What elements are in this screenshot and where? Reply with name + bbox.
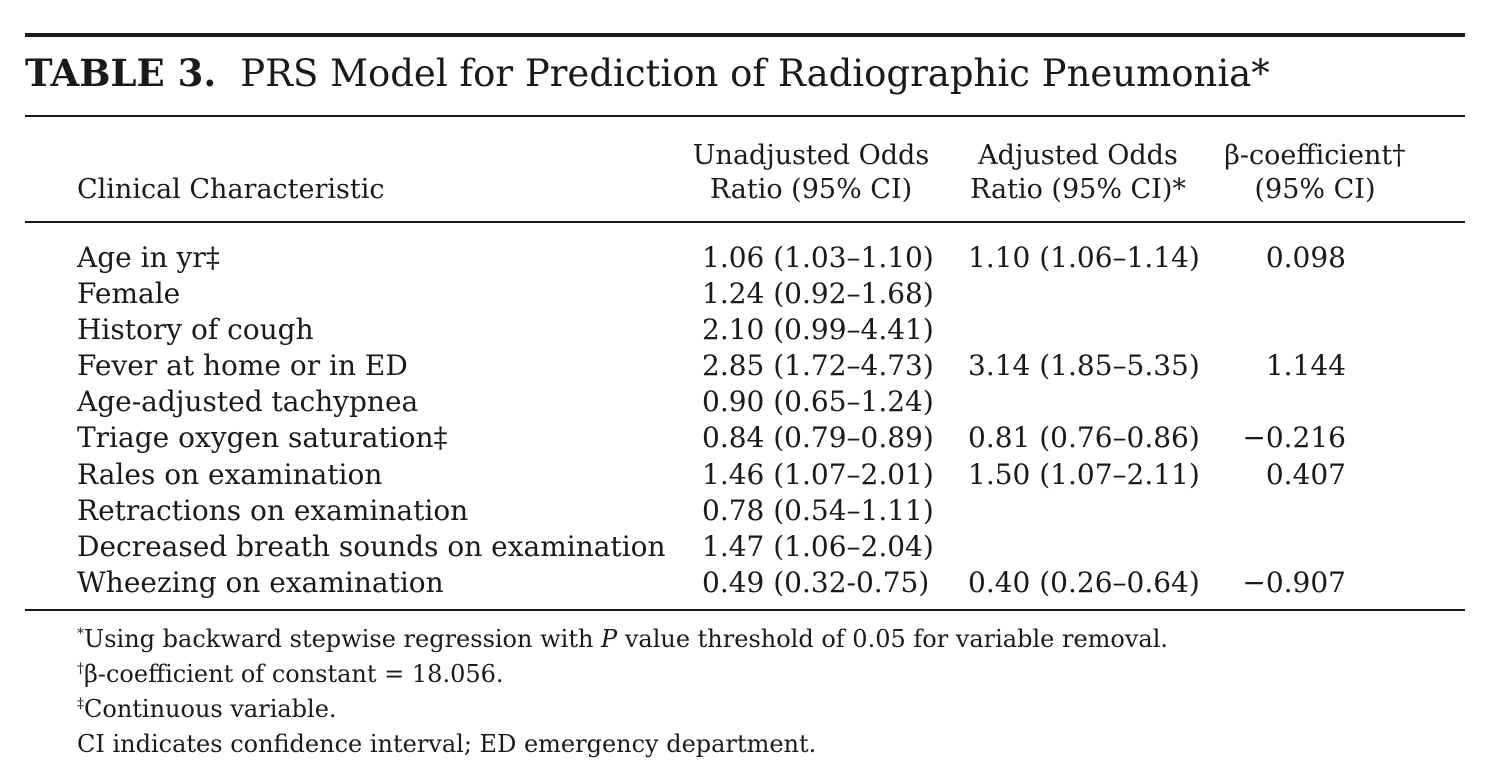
header-unadjusted-or: Unadjusted Odds Ratio (95% CI) [670,139,952,207]
footnote: *Using backward stepwise regression with… [77,622,1168,657]
cell-beta-coefficient: −0.907 [1242,565,1346,599]
footnote-mark: * [77,626,84,642]
cell-unadjusted-or: 1.46 (1.07–2.01) [702,457,934,491]
cell-adjusted-or: 3.14 (1.85–5.35) [968,349,1200,383]
table-row: Triage oxygen saturation‡ 0.84 (0.79–0.89… [0,420,1500,456]
cell-characteristic: History of cough [77,313,314,347]
footnote-text: Continuous variable. [84,695,337,723]
table-row: Fever at home or in ED 2.85 (1.72–4.73) 3.… [0,348,1500,384]
header-adjusted-or: Adjusted Odds Ratio (95% CI)* [948,139,1208,207]
header-beta-line2: (95% CI) [1254,174,1376,205]
table-label: TABLE 3. [25,51,217,95]
footnote: †β-coefficient of constant = 18.056. [77,657,1168,692]
footnote-mark: ‡ [77,696,84,712]
header-beta-line1: β-coefficient† [1224,140,1406,171]
table-body: Age in yr‡ 1.06 (1.03–1.10) 1.10 (1.06–1.1… [0,240,1500,601]
footnote: ‡Continuous variable. [77,692,1168,727]
cell-characteristic: Decreased breath sounds on examination [77,529,666,563]
header-adjusted-line1: Adjusted Odds [978,140,1178,171]
header-unadjusted-line1: Unadjusted Odds [692,140,930,171]
cell-adjusted-or: 0.81 (0.76–0.86) [968,421,1200,455]
cell-adjusted-or: 1.10 (1.06–1.14) [968,241,1200,274]
table-row: Rales on examination 1.46 (1.07–2.01) 1.50… [0,457,1500,493]
table-bottom-rule [25,609,1465,611]
table-row: Retractions on examination 0.78 (0.54–1.1… [0,493,1500,529]
cell-characteristic: Wheezing on examination [77,565,444,599]
cell-unadjusted-or: 0.49 (0.32-0.75) [702,565,930,599]
footnote-text: β-coefficient of constant = 18.056. [84,660,504,688]
cell-characteristic: Female [77,277,181,311]
table-row: Age-adjusted tachypnea 0.90 (0.65–1.24) [0,384,1500,420]
table-title-text: PRS Model for Prediction of Radiographic… [240,52,1270,95]
cell-beta-coefficient: −0.216 [1242,421,1346,455]
footnote-mark: † [77,661,84,677]
footnote-italic: P [601,625,618,653]
footnote-text: Using backward stepwise regression with [84,625,602,653]
cell-characteristic: Age-adjusted tachypnea [77,385,419,419]
top-thick-rule [25,33,1465,37]
cell-characteristic: Fever at home or in ED [77,349,408,383]
cell-unadjusted-or: 2.85 (1.72–4.73) [702,349,934,383]
cell-unadjusted-or: 1.24 (0.92–1.68) [702,277,934,311]
table-row: Age in yr‡ 1.06 (1.03–1.10) 1.10 (1.06–1.1… [0,240,1500,276]
table-row: Wheezing on examination 0.49 (0.32-0.75) 0… [0,565,1500,601]
cell-characteristic: Rales on examination [77,457,383,491]
header-adjusted-line2: Ratio (95% CI)* [970,174,1186,205]
cell-unadjusted-or: 0.84 (0.79–0.89) [702,421,934,455]
header-unadjusted-line2: Ratio (95% CI) [709,174,913,205]
cell-unadjusted-or: 1.06 (1.03–1.10) [702,241,934,274]
cell-unadjusted-or: 1.47 (1.06–2.04) [702,529,934,563]
cell-beta-coefficient: 1.144 [1265,349,1346,383]
footnote: CI indicates confidence interval; ED eme… [77,727,1168,762]
cell-beta-coefficient: 0.098 [1265,241,1346,274]
header-top-rule [25,115,1465,117]
table-row: History of cough 2.10 (0.99–4.41) [0,312,1500,348]
table-title: TABLE 3. PRS Model for Prediction of Radi… [25,50,1270,97]
cell-unadjusted-or: 2.10 (0.99–4.41) [702,313,934,347]
header-bottom-rule [25,221,1465,223]
cell-characteristic: Age in yr‡ [77,241,220,274]
footnote-text-end: value threshold of 0.05 for variable rem… [617,625,1169,653]
header-clinical-characteristic: Clinical Characteristic [77,174,385,205]
table-row: Decreased breath sounds on examination 1.… [0,529,1500,565]
table-row: Female 1.24 (0.92–1.68) [0,276,1500,312]
cell-adjusted-or: 0.40 (0.26–0.64) [968,565,1200,599]
footnotes: *Using backward stepwise regression with… [77,622,1168,762]
header-beta-coefficient: β-coefficient† (95% CI) [1210,139,1420,207]
cell-adjusted-or: 1.50 (1.07–2.11) [968,457,1200,491]
cell-unadjusted-or: 0.78 (0.54–1.11) [702,493,934,527]
footnote-text: CI indicates confidence interval; ED eme… [77,730,817,758]
cell-beta-coefficient: 0.407 [1265,457,1346,491]
cell-characteristic: Triage oxygen saturation‡ [77,421,448,455]
cell-characteristic: Retractions on examination [77,493,469,527]
cell-unadjusted-or: 0.90 (0.65–1.24) [702,385,934,419]
